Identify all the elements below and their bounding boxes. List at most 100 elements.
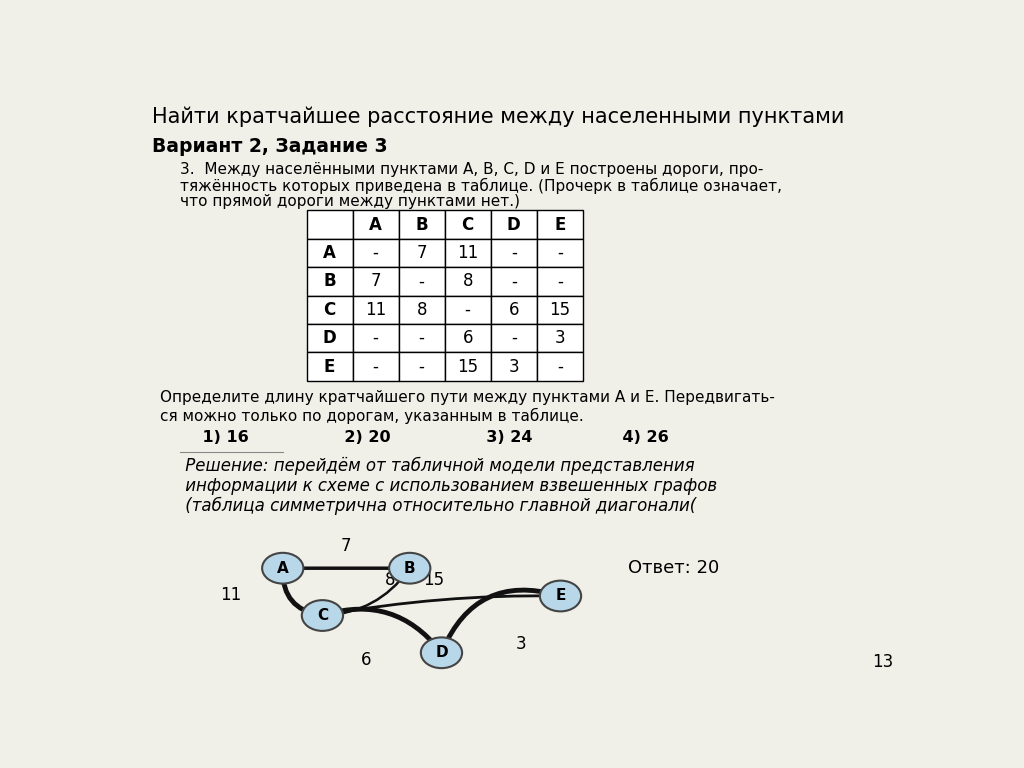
Text: -: - <box>419 329 425 347</box>
Circle shape <box>262 553 303 584</box>
Text: Найти кратчайшее расстояние между населенными пунктами: Найти кратчайшее расстояние между населе… <box>152 107 844 127</box>
Bar <box>352 324 398 353</box>
Text: информации к схеме с использованием взвешенных графов: информации к схеме с использованием взве… <box>179 477 717 495</box>
Text: 6: 6 <box>360 650 372 669</box>
Text: что прямой дороги между пунктами нет.): что прямой дороги между пунктами нет.) <box>179 194 519 209</box>
Text: -: - <box>511 273 517 290</box>
Bar <box>444 239 490 267</box>
Bar <box>398 267 444 296</box>
Text: E: E <box>555 588 565 604</box>
Text: 15: 15 <box>423 571 444 589</box>
Text: -: - <box>557 273 562 290</box>
Text: -: - <box>373 329 379 347</box>
Text: 7: 7 <box>341 537 351 555</box>
Circle shape <box>540 581 582 611</box>
Text: D: D <box>323 329 337 347</box>
Bar <box>444 267 490 296</box>
Bar <box>537 210 583 239</box>
Text: Ответ: 20: Ответ: 20 <box>628 559 719 578</box>
Text: B: B <box>416 216 428 233</box>
Text: -: - <box>373 358 379 376</box>
Bar <box>398 239 444 267</box>
Bar <box>306 210 352 239</box>
Bar <box>306 239 352 267</box>
Bar <box>444 210 490 239</box>
Text: -: - <box>511 329 517 347</box>
Bar <box>306 267 352 296</box>
Text: -: - <box>465 301 471 319</box>
Text: A: A <box>276 561 289 576</box>
Bar <box>444 353 490 381</box>
Bar <box>398 353 444 381</box>
Text: -: - <box>557 358 562 376</box>
Bar <box>352 210 398 239</box>
Text: -: - <box>419 358 425 376</box>
Bar <box>352 353 398 381</box>
Text: A: A <box>370 216 382 233</box>
Text: C: C <box>316 608 328 623</box>
Bar <box>306 324 352 353</box>
Bar <box>306 353 352 381</box>
Text: -: - <box>373 244 379 262</box>
Bar <box>352 296 398 324</box>
Text: C: C <box>462 216 474 233</box>
Text: Решение: перейдём от табличной модели представления: Решение: перейдём от табличной модели пр… <box>179 457 694 475</box>
Text: 6: 6 <box>463 329 473 347</box>
Text: Определите длину кратчайшего пути между пунктами A и E. Передвигать-: Определите длину кратчайшего пути между … <box>160 389 774 405</box>
Text: Вариант 2, Задание 3: Вариант 2, Задание 3 <box>152 137 387 156</box>
Text: 15: 15 <box>457 358 478 376</box>
Text: 1) 16                 2) 20                 3) 24                4) 26: 1) 16 2) 20 3) 24 4) 26 <box>179 430 669 445</box>
Bar <box>490 210 537 239</box>
Text: 7: 7 <box>371 273 381 290</box>
Text: ся можно только по дорогам, указанным в таблице.: ся можно только по дорогам, указанным в … <box>160 407 584 423</box>
Bar <box>306 296 352 324</box>
Text: -: - <box>557 244 562 262</box>
Text: D: D <box>435 645 447 660</box>
Text: 13: 13 <box>872 653 894 670</box>
Bar <box>398 324 444 353</box>
Circle shape <box>421 637 462 668</box>
Text: B: B <box>324 273 336 290</box>
Text: (таблица симметрична относительно главной диагонали(: (таблица симметрична относительно главно… <box>179 497 696 515</box>
Text: 11: 11 <box>457 244 478 262</box>
Bar <box>352 267 398 296</box>
Bar <box>352 239 398 267</box>
Bar <box>490 239 537 267</box>
Bar <box>398 210 444 239</box>
Circle shape <box>389 553 430 584</box>
Text: 3: 3 <box>508 358 519 376</box>
Text: 8: 8 <box>417 301 427 319</box>
Bar <box>537 239 583 267</box>
Text: 11: 11 <box>365 301 386 319</box>
Bar <box>537 296 583 324</box>
Text: 15: 15 <box>549 301 570 319</box>
Text: тяжённость которых приведена в таблице. (Прочерк в таблице означает,: тяжённость которых приведена в таблице. … <box>179 178 781 194</box>
Text: 6: 6 <box>509 301 519 319</box>
Text: A: A <box>324 244 336 262</box>
Bar <box>537 324 583 353</box>
Bar <box>490 353 537 381</box>
Text: 3: 3 <box>515 635 526 653</box>
Text: 8: 8 <box>385 571 395 589</box>
Text: 8: 8 <box>463 273 473 290</box>
Text: -: - <box>511 244 517 262</box>
Text: -: - <box>419 273 425 290</box>
Bar <box>398 296 444 324</box>
Text: E: E <box>554 216 565 233</box>
Bar <box>537 353 583 381</box>
Text: 11: 11 <box>220 586 242 604</box>
Bar <box>490 267 537 296</box>
Text: D: D <box>507 216 520 233</box>
Bar <box>537 267 583 296</box>
Bar <box>490 324 537 353</box>
Bar <box>444 296 490 324</box>
Text: 7: 7 <box>417 244 427 262</box>
Bar <box>490 296 537 324</box>
Circle shape <box>302 600 343 631</box>
Bar <box>444 324 490 353</box>
Text: E: E <box>324 358 335 376</box>
Text: C: C <box>324 301 336 319</box>
Text: B: B <box>403 561 416 576</box>
Text: 3: 3 <box>554 329 565 347</box>
Text: 3.  Между населёнными пунктами A, B, C, D и E построены дороги, про-: 3. Между населёнными пунктами A, B, C, D… <box>179 162 763 177</box>
